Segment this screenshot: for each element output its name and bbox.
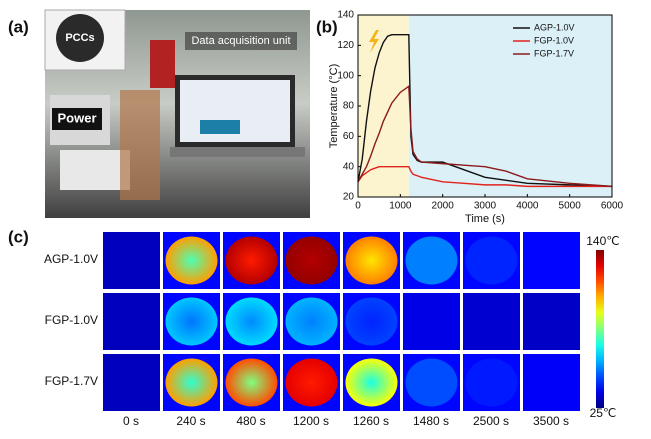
thermal-sample xyxy=(225,236,278,285)
panel-label: (b) xyxy=(316,17,338,36)
shaded-region xyxy=(408,15,612,197)
column-label: 3500 s xyxy=(533,414,569,428)
legend-label: FGP-1.7V xyxy=(534,48,574,58)
y-tick-label: 120 xyxy=(337,40,354,51)
thermal-sample xyxy=(285,297,338,346)
thermal-sample xyxy=(465,297,518,346)
column-label: 1200 s xyxy=(293,414,329,428)
thermal-sample xyxy=(105,297,158,346)
thermal-sample xyxy=(285,358,338,407)
row-label: FGP-1.7V xyxy=(45,374,98,388)
line xyxy=(357,34,613,188)
thermal-sample xyxy=(105,358,158,407)
y-tick-label: 20 xyxy=(343,192,355,203)
icon xyxy=(369,30,379,53)
column-label: 1480 s xyxy=(413,414,449,428)
line xyxy=(357,165,612,188)
y-tick-label: 140 xyxy=(337,10,354,21)
column-label: 1260 s xyxy=(353,414,389,428)
thermal-sample xyxy=(345,236,398,285)
thermal-sample xyxy=(525,297,578,346)
panel-label: (a) xyxy=(8,17,29,36)
legend-label: FGP-1.0V xyxy=(534,35,574,45)
thermal-sample xyxy=(465,236,518,285)
x-tick-label: 1000 xyxy=(389,201,412,212)
x-tick-label: 6000 xyxy=(601,201,624,212)
thermal-sample xyxy=(345,297,398,346)
thermal-sample xyxy=(165,236,218,285)
thermal-sample xyxy=(285,236,338,285)
x-tick-label: 5000 xyxy=(559,201,582,212)
photo-label: Data acquisition unit xyxy=(191,35,290,47)
column-label: 240 s xyxy=(176,414,205,428)
colorbar-min: 25℃ xyxy=(590,406,617,420)
column-label: 0 s xyxy=(123,414,139,428)
thermal-sample xyxy=(345,358,398,407)
line-chart: 0 1000 2000 3000 4000 5000 6000 20 40 60 80 100 120 1… xyxy=(328,10,624,225)
thermal-sample xyxy=(525,236,578,285)
column-label: 2500 s xyxy=(473,414,509,428)
row-label: AGP-1.0V xyxy=(44,252,98,266)
legend-label: AGP-1.0V xyxy=(534,22,575,32)
thermal-sample xyxy=(405,236,458,285)
thermal-sample xyxy=(225,358,278,407)
x-tick-label: 3000 xyxy=(474,201,497,212)
column-label: 480 s xyxy=(236,414,265,428)
y-tick-label: 40 xyxy=(343,161,355,172)
thermal-sample xyxy=(405,297,458,346)
thermal-sample xyxy=(165,297,218,346)
photo: PCCs Data acquisition unit Power xyxy=(44,9,310,218)
x-axis-label: Time (s) xyxy=(465,213,505,225)
thermal-sample xyxy=(105,236,158,285)
thermal-sample xyxy=(225,297,278,346)
x-tick-label: 0 xyxy=(355,201,361,212)
colorbar-max: 140℃ xyxy=(586,234,620,248)
x-tick-label: 4000 xyxy=(516,201,539,212)
thermal-sample xyxy=(525,358,578,407)
line xyxy=(357,84,613,188)
thermal-grid: AGP-1.0V FGP-1.0V FGP-1.7V 0 s 240 s 480 s 120… xyxy=(44,232,620,428)
photo-label: Power xyxy=(57,110,96,125)
y-tick-label: 80 xyxy=(343,101,355,112)
y-axis-label: Temperature (°C) xyxy=(328,64,340,148)
thermal-sample xyxy=(465,358,518,407)
x-tick-label: 2000 xyxy=(432,201,455,212)
thermal-sample xyxy=(165,358,218,407)
y-tick-label: 100 xyxy=(337,70,354,81)
photo-label: PCCs xyxy=(65,32,94,44)
y-tick-label: 60 xyxy=(343,131,355,142)
panel-label: (c) xyxy=(8,227,29,246)
row-label: FGP-1.0V xyxy=(45,313,98,327)
thermal-sample xyxy=(405,358,458,407)
colorbar xyxy=(596,250,604,408)
